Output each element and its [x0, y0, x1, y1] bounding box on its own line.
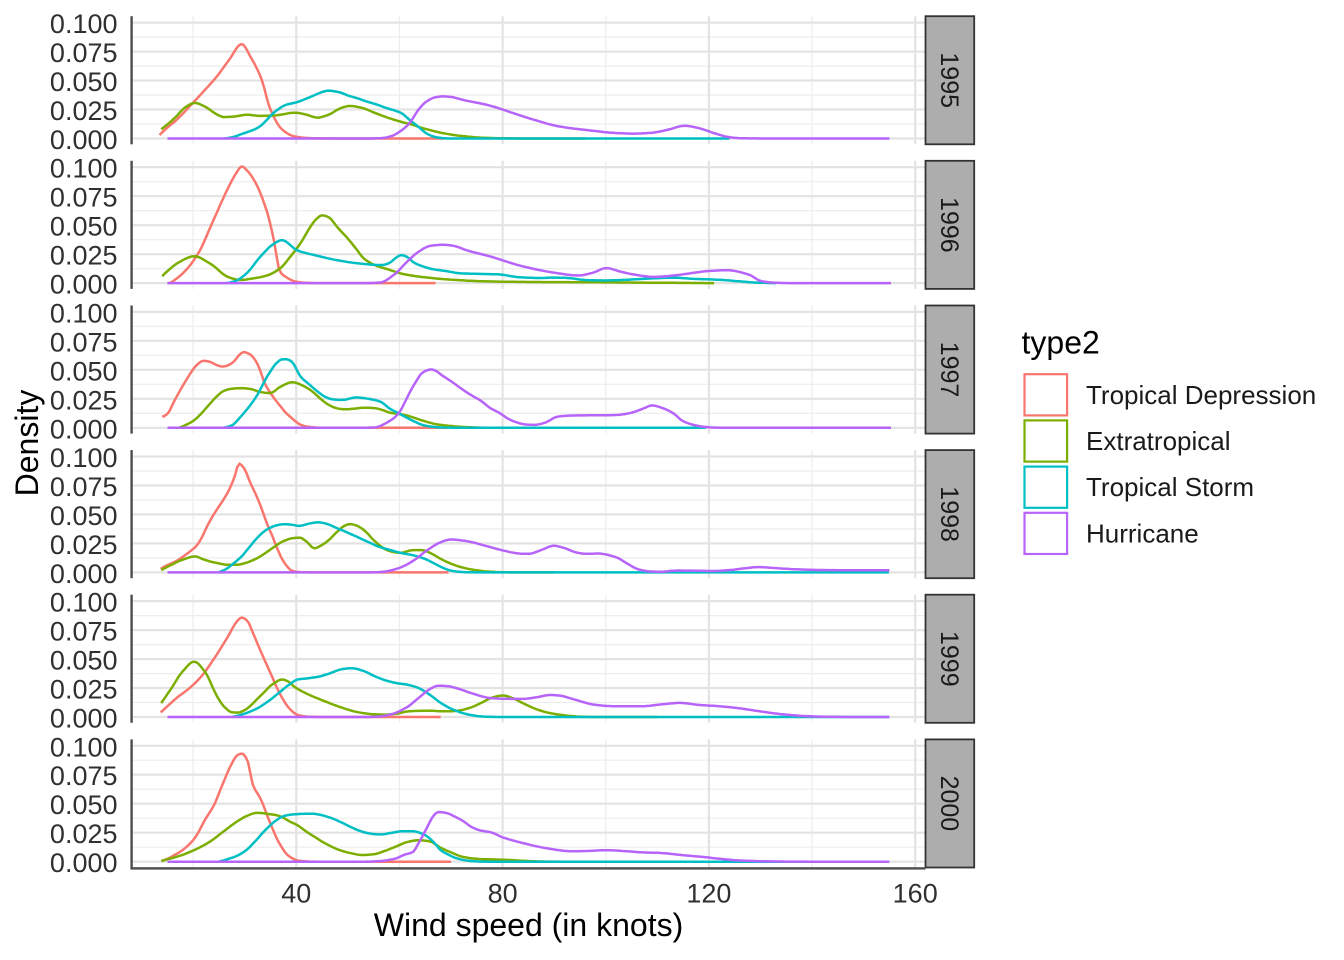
svg-text:0.050: 0.050 [50, 212, 118, 242]
svg-text:Tropical Storm: Tropical Storm [1086, 472, 1254, 502]
svg-text:0.050: 0.050 [50, 501, 118, 531]
svg-text:0.050: 0.050 [50, 646, 118, 676]
svg-text:0.000: 0.000 [50, 559, 118, 589]
svg-text:Hurricane: Hurricane [1086, 518, 1199, 548]
svg-text:40: 40 [281, 879, 311, 909]
svg-text:2000: 2000 [935, 776, 963, 832]
svg-text:0.075: 0.075 [50, 38, 118, 68]
svg-text:0.100: 0.100 [50, 588, 118, 618]
svg-text:1999: 1999 [935, 631, 963, 687]
svg-text:80: 80 [488, 879, 518, 909]
svg-text:0.075: 0.075 [50, 472, 118, 502]
svg-text:0.000: 0.000 [50, 848, 118, 878]
svg-text:0.000: 0.000 [50, 414, 118, 444]
svg-text:1995: 1995 [935, 52, 963, 108]
svg-text:1996: 1996 [935, 197, 963, 253]
svg-text:0.025: 0.025 [50, 241, 118, 271]
svg-text:0.100: 0.100 [50, 443, 118, 473]
svg-text:Wind speed (in knots): Wind speed (in knots) [374, 907, 683, 943]
svg-text:0.025: 0.025 [50, 385, 118, 415]
svg-text:Extratropical: Extratropical [1086, 426, 1231, 456]
svg-text:0.000: 0.000 [50, 125, 118, 155]
svg-text:160: 160 [893, 879, 938, 909]
svg-text:0.025: 0.025 [50, 675, 118, 705]
svg-text:0.075: 0.075 [50, 617, 118, 647]
svg-text:0.100: 0.100 [50, 154, 118, 184]
svg-text:120: 120 [686, 879, 731, 909]
svg-text:0.075: 0.075 [50, 761, 118, 791]
svg-text:0.000: 0.000 [50, 704, 118, 734]
svg-text:0.050: 0.050 [50, 790, 118, 820]
svg-text:0.100: 0.100 [50, 732, 118, 762]
svg-text:Density: Density [9, 390, 45, 497]
svg-text:0.075: 0.075 [50, 327, 118, 357]
svg-text:0.000: 0.000 [50, 270, 118, 300]
svg-text:1997: 1997 [935, 342, 963, 398]
svg-text:0.050: 0.050 [50, 67, 118, 97]
svg-text:Tropical Depression: Tropical Depression [1086, 380, 1316, 410]
svg-text:0.025: 0.025 [50, 530, 118, 560]
svg-text:0.025: 0.025 [50, 819, 118, 849]
svg-text:0.050: 0.050 [50, 356, 118, 386]
svg-text:0.075: 0.075 [50, 183, 118, 213]
svg-text:type2: type2 [1022, 325, 1100, 361]
svg-text:1998: 1998 [935, 486, 963, 542]
svg-text:0.025: 0.025 [50, 96, 118, 126]
svg-text:0.100: 0.100 [50, 298, 118, 328]
svg-text:0.100: 0.100 [50, 9, 118, 39]
